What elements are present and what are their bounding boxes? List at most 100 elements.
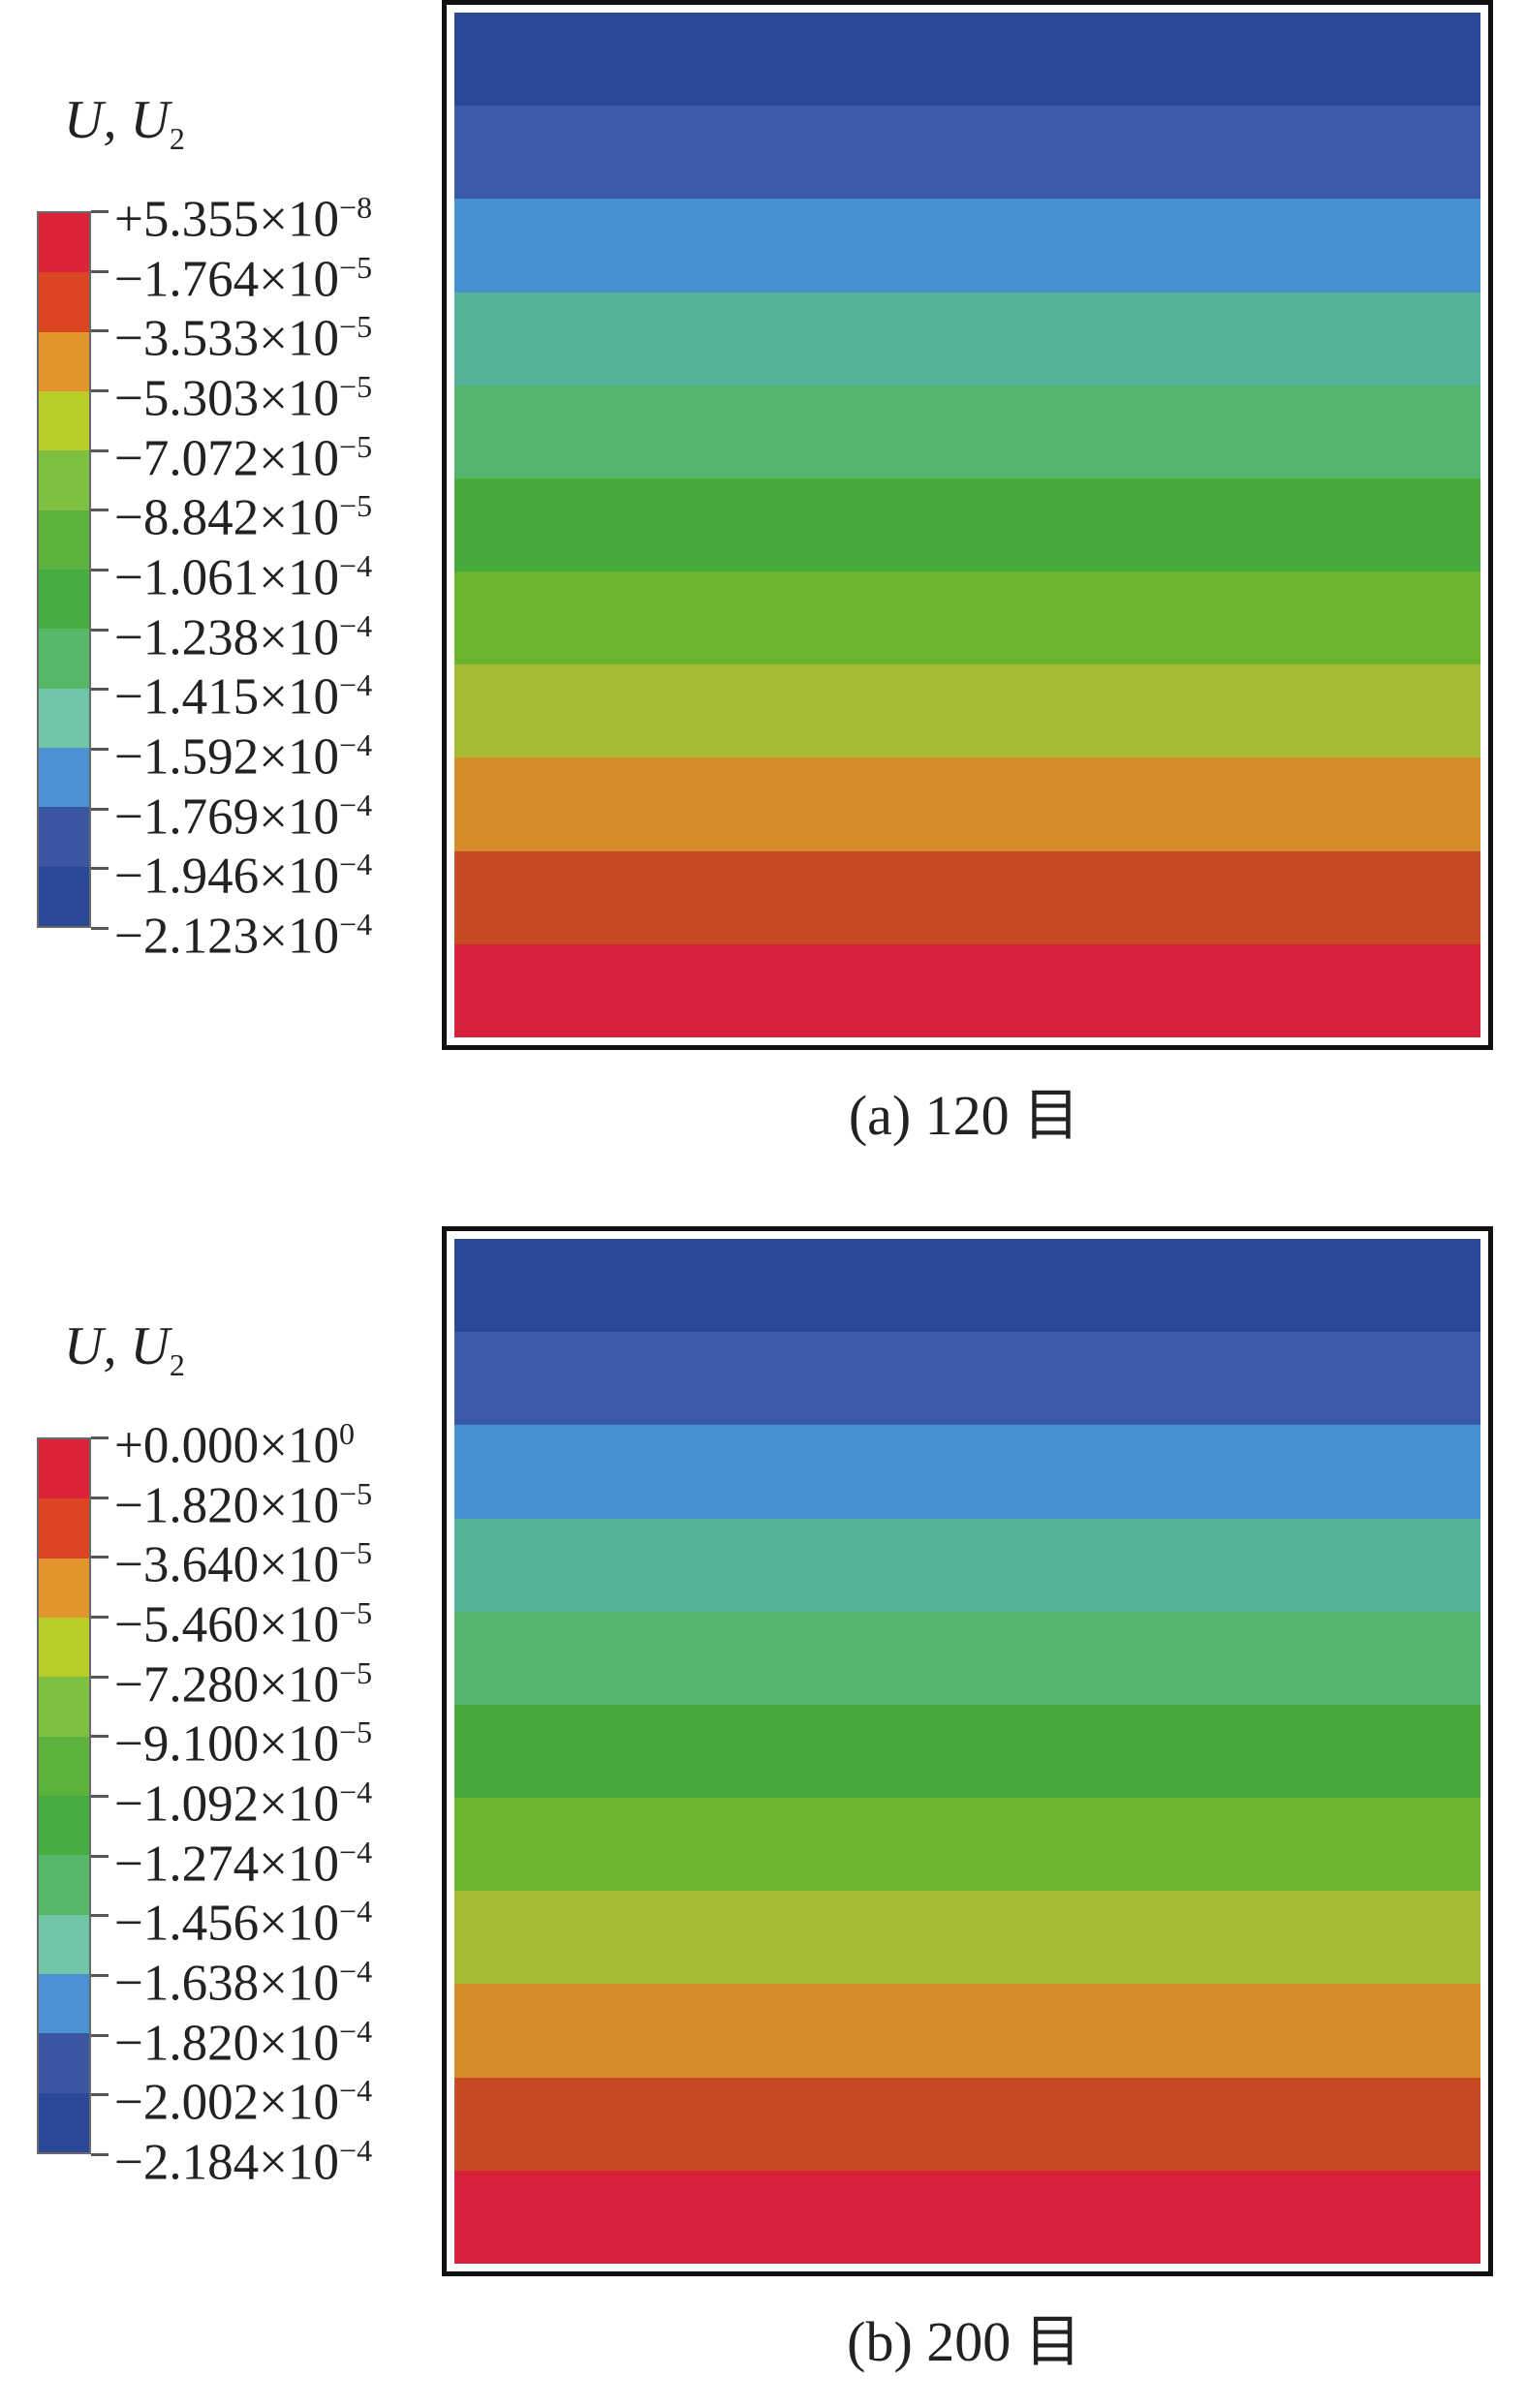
colorbar-label-exponent: −4 [339, 1954, 373, 1989]
colorbar-label: −2.123×10−4 [114, 894, 373, 965]
colorbar-label-exponent: −5 [339, 1595, 373, 1630]
colorbar-tick [91, 1795, 109, 1798]
colorbar-label-exponent: −4 [339, 548, 373, 583]
colorbar-label-mantissa: −9.100×10 [114, 1715, 340, 1773]
colorbar-segment [39, 331, 89, 391]
colorbar-segment [39, 629, 89, 689]
colorbar-segment [39, 1439, 89, 1499]
colorbar-label-mantissa: −7.072×10 [114, 430, 340, 487]
colorbar-label: −1.274×10−4 [114, 1822, 372, 1893]
colorbar-label-mantissa: −7.280×10 [114, 1656, 340, 1713]
colorbar [37, 211, 91, 928]
colorbar-segment [39, 1677, 89, 1737]
colorbar-label-mantissa: −2.184×10 [114, 2134, 340, 2191]
colorbar-label: −9.100×10−5 [114, 1702, 373, 1773]
colorbar-ticks [91, 210, 110, 930]
figure-panel-b: U, U2 +0.000×100 −1.820×10−5 −3.640×10−5 −5… [0, 1226, 1526, 2408]
colorbar-tick [91, 927, 109, 930]
colorbar-label-mantissa: −5.460×10 [114, 1596, 340, 1653]
colorbar-tick [91, 688, 109, 692]
contour-band [454, 292, 1480, 386]
contour-band [454, 478, 1480, 572]
colorbar-label-mantissa: −1.946×10 [114, 848, 340, 905]
colorbar-label-exponent: −5 [339, 488, 373, 524]
colorbar-segment [39, 1617, 89, 1678]
colorbar-tick [91, 569, 109, 571]
colorbar-tick [91, 1556, 109, 1559]
contour-band [454, 2170, 1480, 2264]
colorbar-label-mantissa: −1.274×10 [114, 1836, 340, 1893]
colorbar-label: −1.092×10−4 [114, 1762, 373, 1833]
colorbar-segment [39, 688, 89, 748]
colorbar-label: −1.769×10−4 [114, 775, 372, 846]
colorbar-tick [91, 1496, 109, 1499]
colorbar-label-exponent: −4 [339, 1894, 373, 1929]
colorbar-label-mantissa: −1.592×10 [114, 728, 340, 786]
contour-band [454, 571, 1480, 665]
colorbar-tick [91, 867, 109, 871]
colorbar-tick [91, 2033, 109, 2037]
contour-band [454, 13, 1480, 107]
colorbar-tick [91, 2153, 109, 2156]
contour-band [454, 2077, 1480, 2171]
colorbar-tick [91, 1436, 109, 1439]
colorbar-label: −5.460×10−5 [114, 1583, 373, 1653]
colorbar-label-mantissa: −1.820×10 [114, 2015, 340, 2072]
colorbar-segment [39, 1973, 89, 2034]
colorbar-label: −3.640×10−5 [114, 1523, 372, 1593]
colorbar-label: −1.764×10−5 [114, 237, 372, 308]
colorbar-label-mantissa: −1.238×10 [114, 609, 340, 666]
contour-band [454, 1425, 1480, 1519]
figure-caption: (a) 120 目 [848, 1084, 1080, 1147]
colorbar-label-mantissa: −1.638×10 [114, 1955, 340, 2012]
colorbar-segment [39, 1855, 89, 1915]
contour-band [454, 664, 1480, 758]
colorbar-label-exponent: −4 [339, 1775, 373, 1809]
colorbar-label: −1.061×10−4 [114, 536, 373, 606]
colorbar-label-exponent: −5 [339, 309, 373, 345]
colorbar-label-mantissa: −3.533×10 [114, 310, 340, 367]
colorbar-tick [91, 1735, 109, 1739]
colorbar-segment [39, 866, 89, 926]
colorbar-label-exponent: −4 [339, 907, 373, 942]
legend-title-subscript: 2 [169, 121, 185, 157]
colorbar-label-exponent: −8 [339, 190, 373, 225]
colorbar-tick [91, 1974, 109, 1977]
colorbar-label-exponent: −4 [339, 847, 373, 882]
figure-caption: (b) 200 目 [847, 2310, 1081, 2373]
colorbar-segment [39, 213, 89, 273]
colorbar-label-exponent: 0 [339, 1416, 356, 1451]
colorbar-label-exponent: −4 [339, 2133, 373, 2168]
legend-title: U, U2 [64, 89, 185, 157]
colorbar-label-exponent: −4 [339, 667, 373, 703]
colorbar-segment [39, 1736, 89, 1796]
colorbar-label: −1.638×10−4 [114, 1941, 373, 2012]
colorbar-label-exponent: −5 [339, 428, 373, 464]
colorbar-tick [91, 1854, 109, 1858]
colorbar-label-exponent: −5 [339, 369, 373, 404]
colorbar-label: −7.072×10−5 [114, 417, 373, 487]
colorbar-label: −1.592×10−4 [114, 715, 372, 786]
colorbar-tick [91, 628, 109, 632]
colorbar-label: −8.842×10−5 [114, 476, 373, 546]
colorbar-segment [39, 390, 89, 451]
colorbar-segment [39, 272, 89, 332]
colorbar-label-mantissa: −8.842×10 [114, 489, 340, 546]
colorbar-segment [39, 1558, 89, 1618]
colorbar-tick [91, 1914, 109, 1918]
colorbar-tick [91, 389, 109, 392]
colorbar-label-exponent: −4 [339, 2073, 373, 2109]
colorbar-label-mantissa: −1.061×10 [114, 549, 340, 606]
colorbar-tick [91, 509, 109, 512]
colorbar-label: −2.184×10−4 [114, 2120, 373, 2191]
colorbar-segment [39, 747, 89, 808]
contour-band [454, 1798, 1480, 1892]
colorbar-tick [91, 448, 109, 452]
colorbar-label-exponent: −4 [339, 2013, 373, 2049]
contour-band [454, 1611, 1480, 1705]
contour-band [454, 1332, 1480, 1426]
colorbar-label-mantissa: −3.640×10 [114, 1536, 340, 1593]
legend-title-subscript: 2 [169, 1347, 185, 1383]
colorbar-label-exponent: −5 [339, 1714, 373, 1750]
colorbar-label-mantissa: −1.764×10 [114, 251, 340, 308]
